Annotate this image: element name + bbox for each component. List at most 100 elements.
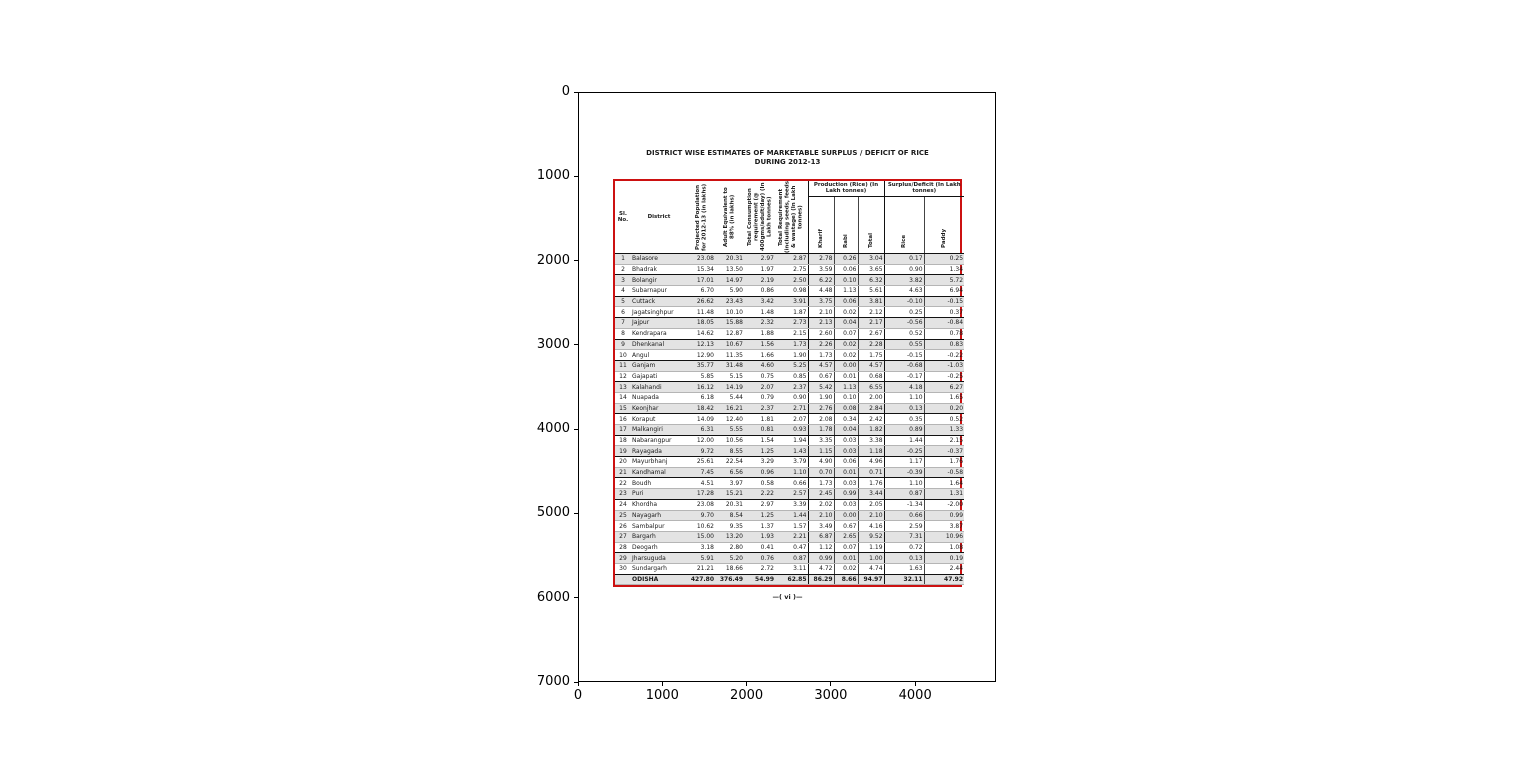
cell-production-kharif: 2.45 [807,488,834,500]
cell-total-requirement: 0.87 [775,552,808,564]
cell-district: Khordha [631,499,687,511]
cell-surplus-paddy: 0.83 [923,339,965,351]
cell-surplus-rice: 0.87 [883,488,925,500]
cell-sl-no: 6 [615,306,631,319]
col-header-total-requirement: Total Requirement (including seeds, feed… [775,181,808,254]
cell-district: Nayagarh [631,510,687,522]
cell-production-total: 2.05 [857,499,885,511]
cell-district: Kalahandi [631,381,687,393]
cell-total-requirement: 3.91 [775,296,808,308]
x-tick-mark [577,682,579,686]
cell-production-kharif: 4.72 [807,563,834,575]
table-row: 10 Angul 12.90 11.35 1.66 1.90 1.73 0.02 1.75 -0.… [615,349,965,361]
cell-surplus-rice: 2.59 [883,520,925,532]
cell-total-consumption: 0.79 [744,392,775,404]
cell-total-consumption: 2.19 [744,274,775,287]
cell-production-rabi: 0.26 [833,253,858,265]
cell-production-kharif: 1.15 [807,445,834,458]
cell-sl-no: 11 [615,360,631,372]
col-header-district: District [631,181,687,254]
cell-production-kharif: 1.12 [807,542,834,554]
cell-surplus-paddy: 1.64 [923,477,965,490]
cell-production-rabi: 0.02 [833,563,858,575]
cell-total-consumption: 0.58 [744,477,775,490]
cell-district: Boudh [631,477,687,490]
cell-surplus-paddy: -0.22 [923,349,965,361]
cell-surplus-rice: -1.34 [883,499,925,511]
cell-total-requirement: 1.57 [775,520,808,532]
cell-sl-no: 29 [615,552,631,564]
cell-production-rabi: 0.03 [833,445,858,458]
cell-total-consumption: 1.56 [744,339,775,351]
x-tick-label: 0 [573,688,583,703]
cell-total-requirement: 0.85 [775,371,808,383]
cell-projected-population: 16.12 [687,381,715,393]
cell-surplus-paddy: 3.87 [923,520,965,532]
cell-surplus-paddy: 1.34 [923,264,965,276]
cell-total-requirement: 2.07 [775,413,808,425]
table-row: 27 Bargarh 15.00 13.20 1.93 2.21 6.87 2.65 9.52 7… [615,531,965,543]
cell-production-total: 2.42 [857,413,885,425]
cell-surplus-rice: 4.18 [883,381,925,393]
cell-total-consumption: 0.76 [744,552,775,564]
cell-adult-equivalent: 8.55 [715,445,744,458]
table-row: 30 Sundargarh 21.21 18.66 2.72 3.11 4.72 0.02 4.… [615,563,965,575]
x-tick-label: 4000 [898,688,932,703]
cell-district: Jharsuguda [631,552,687,564]
cell-production-rabi: 0.04 [833,424,858,436]
sub-header-paddy: Paddy [923,196,965,255]
cell-adult-equivalent: 376.49 [715,573,744,586]
cell-production-total: 2.17 [857,317,885,329]
sub-header-total: Total [857,196,885,255]
table-body: 1 Balasore 23.08 20.31 2.97 2.87 2.78 0.26 3.04 0… [615,253,965,586]
cell-production-kharif: 3.75 [807,296,834,308]
cell-district: Angul [631,349,687,361]
table-row: 17 Malkangiri 6.31 5.55 0.81 0.93 1.78 0.04 1.82… [615,424,965,436]
cell-total-consumption: 2.97 [744,499,775,511]
cell-projected-population: 35.77 [687,360,715,372]
y-tick-label: 2000 [536,252,570,268]
cell-sl-no: 4 [615,285,631,297]
cell-surplus-paddy: 0.99 [923,510,965,522]
cell-production-kharif: 6.87 [807,531,834,543]
x-tick-label: 3000 [814,688,848,703]
cell-district: Bargarh [631,531,687,543]
cell-surplus-paddy: 1.76 [923,456,965,468]
cell-production-kharif: 2.13 [807,317,834,329]
cell-production-rabi: 2.65 [833,531,858,543]
cell-adult-equivalent: 15.21 [715,488,744,500]
cell-production-rabi: 0.08 [833,403,858,415]
table-row: 22 Boudh 4.51 3.97 0.58 0.66 1.73 0.03 1.76 1.10 1… [615,477,965,490]
cell-surplus-rice: -0.10 [883,296,925,308]
y-tick-mark [574,512,578,514]
table-row: 14 Nuapada 6.18 5.44 0.79 0.90 1.90 0.10 2.00 1.1… [615,392,965,404]
cell-production-kharif: 1.90 [807,392,834,404]
cell-surplus-paddy: 47.92 [923,573,965,586]
cell-surplus-rice: 0.35 [883,413,925,425]
cell-production-rabi: 0.10 [833,392,858,404]
cell-sl-no: 21 [615,467,631,479]
cell-total-consumption: 0.75 [744,371,775,383]
cell-total-consumption: 0.81 [744,424,775,436]
cell-adult-equivalent: 12.40 [715,413,744,425]
cell-adult-equivalent: 20.31 [715,499,744,511]
cell-production-kharif: 2.60 [807,328,834,340]
cell-district: Sambalpur [631,520,687,532]
cell-adult-equivalent: 16.21 [715,403,744,415]
cell-production-kharif: 5.42 [807,381,834,393]
cell-production-kharif: 2.02 [807,499,834,511]
cell-sl-no: 24 [615,499,631,511]
table-row-total: ODISHA 427.80 376.49 54.99 62.85 86.29 8.66 94.… [615,573,965,586]
cell-district: Kendrapara [631,328,687,340]
cell-sl-no: 2 [615,264,631,276]
cell-production-total: 4.96 [857,456,885,468]
cell-surplus-rice: 1.63 [883,563,925,575]
cell-district: Jagatsinghpur [631,306,687,319]
table-row: 1 Balasore 23.08 20.31 2.97 2.87 2.78 0.26 3.04 0… [615,253,965,265]
cell-projected-population: 11.48 [687,306,715,319]
cell-production-total: 2.84 [857,403,885,415]
cell-sl-no: 1 [615,253,631,265]
cell-production-rabi: 0.01 [833,467,858,479]
cell-adult-equivalent: 5.55 [715,424,744,436]
cell-surplus-rice: -0.39 [883,467,925,479]
